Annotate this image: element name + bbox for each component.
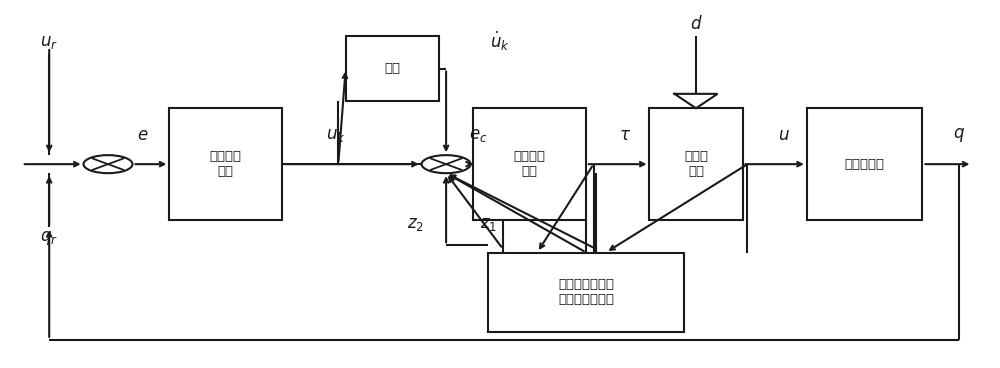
Polygon shape <box>674 94 718 108</box>
Bar <box>807 108 922 220</box>
Text: 固定时间非线性
扩张状态观测器: 固定时间非线性 扩张状态观测器 <box>558 278 614 306</box>
Text: $\tau$: $\tau$ <box>619 126 631 144</box>
Text: 微分: 微分 <box>384 62 400 75</box>
Text: $e_c$: $e_c$ <box>469 126 488 144</box>
Circle shape <box>422 155 471 173</box>
Text: $d$: $d$ <box>690 14 702 32</box>
Text: $u$: $u$ <box>778 126 790 144</box>
Text: 运动学控
制器: 运动学控 制器 <box>210 150 242 178</box>
Bar <box>169 108 282 220</box>
Text: $z_1$: $z_1$ <box>480 215 497 233</box>
Text: $q_r$: $q_r$ <box>40 229 58 247</box>
Text: 运动学模型: 运动学模型 <box>845 158 885 171</box>
Text: $u_k$: $u_k$ <box>326 126 345 144</box>
Circle shape <box>84 155 132 173</box>
Bar <box>488 252 684 332</box>
Bar <box>649 108 743 220</box>
Text: $e$: $e$ <box>137 126 148 144</box>
Text: $q$: $q$ <box>953 126 965 144</box>
Text: $z_2$: $z_2$ <box>407 215 424 233</box>
Text: $\dot{u}_k$: $\dot{u}_k$ <box>490 30 510 53</box>
Text: 动力学控
制器: 动力学控 制器 <box>513 150 545 178</box>
Bar <box>473 108 586 220</box>
Bar <box>346 36 439 101</box>
Text: 动力学
模型: 动力学 模型 <box>684 150 708 178</box>
Text: $u_r$: $u_r$ <box>40 32 58 50</box>
